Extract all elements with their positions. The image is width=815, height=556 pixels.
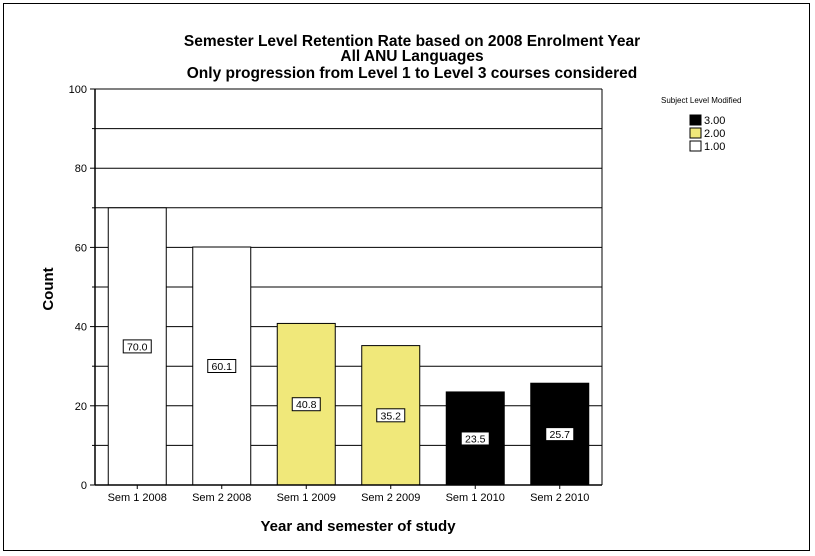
data-label-box [291, 397, 321, 412]
legend-swatch [689, 140, 702, 152]
data-label: 60.1 [212, 361, 233, 373]
chart-title-line-1: Semester Level Retention Rate based on 2… [184, 33, 640, 50]
x-tick-label: Sem 1 2010 [446, 492, 505, 504]
y-tick-label: 0 [81, 480, 87, 492]
x-tick-label: Sem 1 2009 [277, 492, 336, 504]
data-label: 40.8 [296, 399, 317, 411]
legend-swatch [689, 114, 702, 126]
y-tick-label: 40 [75, 322, 87, 334]
y-axis-title: Count [40, 267, 57, 310]
y-tick-label: 100 [69, 84, 87, 96]
x-tick-label: Sem 2 2009 [361, 492, 420, 504]
data-label-box [545, 427, 575, 442]
data-label-box [207, 359, 237, 374]
y-tick-label: 60 [75, 242, 87, 254]
legend: Subject Level Modified 3.002.001.00 [661, 96, 742, 153]
data-label: 70.0 [127, 341, 148, 353]
data-label: 23.5 [465, 433, 486, 445]
legend-title: Subject Level Modified [661, 96, 742, 105]
y-tick-label: 80 [75, 163, 87, 175]
legend-swatch [689, 127, 702, 139]
legend-label: 3.00 [704, 115, 725, 127]
plot-area: 0 20 40 60 80 100 Sem 1 2008 70.0 Sem 2 2008 60.1… [69, 84, 603, 504]
legend-label: 2.00 [704, 128, 725, 140]
chart-title-group: Semester Level Retention Rate based on 2… [184, 33, 640, 82]
data-label-box [122, 339, 152, 354]
x-tick-label: Sem 2 2008 [192, 492, 251, 504]
data-label-box [460, 431, 490, 446]
x-tick-label: Sem 1 2008 [108, 492, 167, 504]
chart-title-line-3: Only progression from Level 1 to Level 3… [187, 65, 638, 82]
x-axis-title: Year and semester of study [260, 518, 456, 535]
y-tick-label: 20 [75, 401, 87, 413]
data-label-box [376, 408, 406, 423]
data-label: 25.7 [550, 429, 571, 441]
legend-label: 1.00 [704, 141, 725, 153]
chart-title-line-2: All ANU Languages [340, 48, 483, 65]
x-tick-label: Sem 2 2010 [530, 492, 589, 504]
data-label: 35.2 [381, 410, 402, 422]
